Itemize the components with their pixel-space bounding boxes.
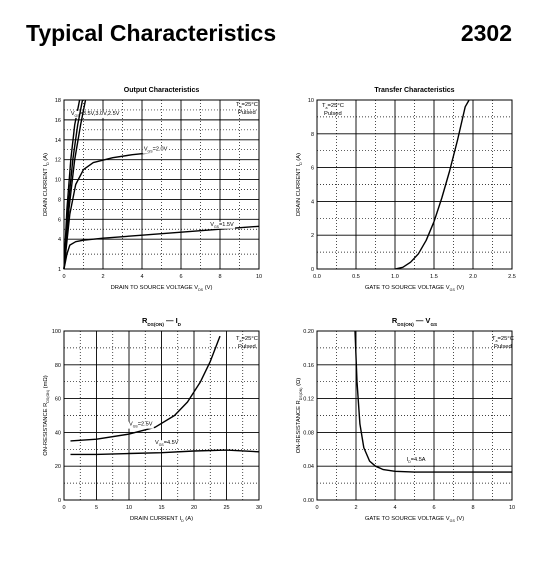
chart-title: Transfer Characteristics: [374, 87, 454, 94]
x-tick-label: 2: [354, 505, 357, 511]
y-tick-label: 8: [58, 197, 61, 203]
test-condition-pulsed: Pulsed: [238, 344, 256, 350]
y-tick-label: 40: [55, 430, 61, 436]
test-condition-temp: Ta=25°C: [322, 103, 344, 110]
y-tick-label: 14: [55, 138, 61, 144]
series-line: [70, 335, 221, 442]
x-tick-label: 2.0: [469, 274, 477, 280]
series-label: VGS=4.5V: [155, 440, 179, 447]
series-label: VGS=2.0V: [144, 147, 168, 154]
y-tick-label: 0.20: [303, 329, 314, 335]
test-condition-temp: Ta=25°C: [236, 336, 258, 343]
x-tick-label: 4: [140, 274, 143, 280]
x-tick-label: 30: [256, 505, 262, 511]
x-tick-label: 0.0: [313, 274, 321, 280]
x-tick-label: 8: [218, 274, 221, 280]
x-tick-label: 0: [62, 505, 65, 511]
x-tick-label: 4: [393, 505, 396, 511]
series-line: [63, 99, 87, 270]
x-tick-label: 1.5: [430, 274, 438, 280]
test-condition-temp: Ta=25°C: [236, 102, 258, 109]
y-tick-label: 10: [308, 98, 314, 104]
x-axis-label: DRAIN CURRENT ID (A): [130, 516, 193, 523]
y-axis-label: ON-RESISTANCE RDS(ON) (mΩ): [43, 375, 50, 455]
y-tick-label: 2: [311, 233, 314, 239]
y-tick-label: 6: [311, 166, 314, 172]
chart-title: RDS(ON) — VGS: [392, 316, 437, 327]
chart-2: 0.0 0.5 1.0 1.5 2.0 2.5 0 2 4 6 8 10 Transfer Charac…: [296, 87, 516, 292]
y-tick-label: 100: [52, 329, 61, 335]
chart-3: 0 5 10 15 20 25 30 0 20 40 60 80 100 RDS(ON) — ID DRAI…: [43, 316, 262, 523]
series-label: VGS=3.5V,3.0V,2.5V: [71, 111, 120, 118]
y-tick-label: 0.12: [303, 397, 314, 403]
series-label: VGS=1.5V: [210, 222, 234, 229]
y-axis-label: DRAIN CURRENT ID (A): [296, 153, 303, 216]
series-line: [354, 330, 512, 473]
y-tick-label: 4: [58, 237, 61, 243]
y-tick-label: 0: [58, 498, 61, 504]
y-tick-label: 0.04: [303, 464, 314, 470]
x-tick-label: 8: [471, 505, 474, 511]
y-tick-label: 0: [311, 267, 314, 273]
chart-title: RDS(ON) — ID: [142, 316, 182, 327]
y-tick-label: 60: [55, 397, 61, 403]
page-title: Typical Characteristics: [26, 20, 277, 46]
y-axis-label: DRAIN CURRENT ID (A): [43, 153, 50, 216]
series-label: ID=4.5A: [407, 457, 426, 464]
test-condition-temp: Ta=25°C: [492, 336, 514, 343]
x-tick-label: 10: [509, 505, 515, 511]
y-tick-label: 0.00: [303, 498, 314, 504]
chart-title: Output Characteristics: [124, 87, 200, 94]
y-tick-label: 16: [55, 118, 61, 124]
plot-frame: [63, 99, 260, 270]
series-line: [394, 99, 470, 270]
x-tick-label: 0.5: [352, 274, 360, 280]
y-tick-label: 80: [55, 363, 61, 369]
part-number: 2302: [460, 20, 512, 46]
y-tick-label: 8: [311, 132, 314, 138]
x-axis-label: GATE TO SOURCE VOLTAGE VGS (V): [365, 516, 464, 523]
x-tick-label: 0: [62, 274, 65, 280]
series-line: [63, 151, 162, 270]
plot-frame: [316, 99, 513, 270]
y-tick-label: 10: [55, 178, 61, 184]
x-tick-label: 15: [158, 505, 164, 511]
series-label: VGS=2.5V: [129, 422, 153, 429]
x-tick-label: 10: [256, 274, 262, 280]
y-tick-label: 20: [55, 464, 61, 470]
x-tick-label: 25: [223, 505, 229, 511]
x-tick-label: 0: [315, 505, 318, 511]
y-tick-label: 1: [58, 267, 61, 273]
test-condition-pulsed: Pulsed: [238, 110, 256, 116]
x-tick-label: 6: [179, 274, 182, 280]
y-tick-label: 12: [55, 158, 61, 164]
test-condition-pulsed: Pulsed: [494, 344, 512, 350]
series-line: [70, 449, 260, 456]
y-axis-label: ON-RESISTANCE RDS(ON) (Ω): [296, 378, 303, 454]
x-tick-label: 2.5: [508, 274, 516, 280]
x-tick-label: 5: [95, 505, 98, 511]
chart-4: 0 2 4 6 8 10 0.00 0.04 0.08 0.12 0.16 0.20 RDS(ON) —…: [296, 316, 515, 523]
y-tick-label: 0.08: [303, 430, 314, 436]
x-tick-label: 10: [126, 505, 132, 511]
x-tick-label: 2: [101, 274, 104, 280]
y-tick-label: 18: [55, 98, 61, 104]
y-tick-label: 6: [58, 217, 61, 223]
x-tick-label: 6: [432, 505, 435, 511]
y-tick-label: 0.16: [303, 363, 314, 369]
x-tick-label: 20: [191, 505, 197, 511]
series-line: [63, 225, 260, 270]
x-axis-label: DRAIN TO SOURCE VOLTAGE VDS (V): [111, 285, 213, 292]
plot-frame: [63, 330, 260, 501]
y-tick-label: 4: [311, 199, 314, 205]
x-tick-label: 1.0: [391, 274, 399, 280]
test-condition-pulsed: Pulsed: [324, 111, 342, 117]
x-axis-label: GATE TO SOURCE VOLTAGE VGS (V): [365, 285, 464, 292]
plot-frame: [316, 330, 513, 501]
